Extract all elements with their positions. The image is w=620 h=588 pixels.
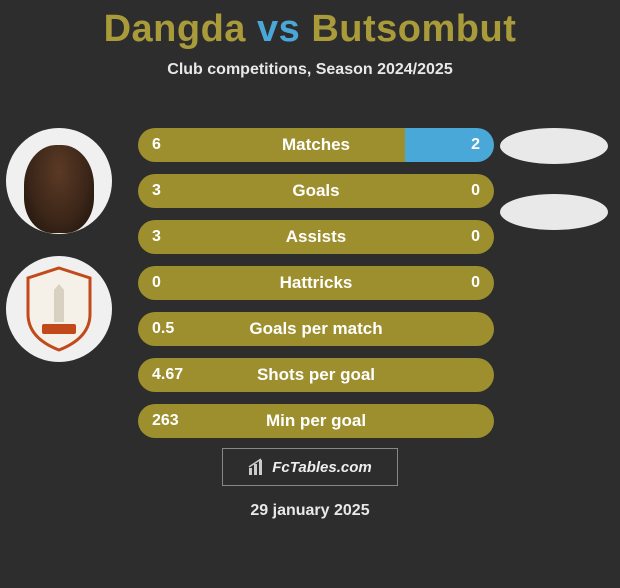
left-avatars [6, 128, 112, 362]
stat-bar-left-segment [138, 128, 405, 162]
stat-bar: Assists30 [138, 220, 494, 254]
opponent-club-placeholder [500, 194, 608, 230]
subtitle: Club competitions, Season 2024/2025 [0, 61, 620, 79]
stat-bar-left-value: 3 [152, 182, 161, 200]
brand-text: FcTables.com [272, 459, 371, 476]
title-player2: Butsombut [311, 8, 516, 50]
stat-bar-left-segment [138, 174, 494, 208]
stat-bar: Hattricks00 [138, 266, 494, 300]
title-player1: Dangda [104, 8, 246, 50]
stat-bar-left-segment [138, 312, 494, 346]
stat-bar-right-value: 0 [471, 274, 480, 292]
brand-badge: FcTables.com [222, 448, 398, 486]
stat-bar-left-segment [138, 358, 494, 392]
stat-bar: Goals per match0.5 [138, 312, 494, 346]
brand-chart-icon [248, 458, 266, 476]
stat-bar-left-segment [138, 266, 316, 300]
stat-bar-left-value: 6 [152, 136, 161, 154]
stat-bar: Min per goal263 [138, 404, 494, 438]
stat-bar: Goals30 [138, 174, 494, 208]
player-avatar [6, 128, 112, 234]
club-shield-icon [24, 266, 94, 352]
stat-bar-left-value: 3 [152, 228, 161, 246]
stat-bar-left-value: 0 [152, 274, 161, 292]
stat-bar: Shots per goal4.67 [138, 358, 494, 392]
opponent-avatar-placeholder [500, 128, 608, 164]
stat-bar-right-value: 0 [471, 182, 480, 200]
stat-bar-right-segment [405, 128, 494, 162]
stat-bar-left-segment [138, 404, 494, 438]
stat-bar: Matches62 [138, 128, 494, 162]
stat-bar-left-segment [138, 220, 494, 254]
comparison-bars: Matches62Goals30Assists30Hattricks00Goal… [138, 128, 494, 438]
stat-bar-left-value: 0.5 [152, 320, 174, 338]
player-head-icon [24, 145, 94, 233]
club-avatar [6, 256, 112, 362]
title-vs: vs [257, 8, 300, 50]
stat-bar-left-value: 4.67 [152, 366, 183, 384]
stat-bar-right-value: 0 [471, 228, 480, 246]
stat-bar-left-value: 263 [152, 412, 179, 430]
page-title: Dangda vs Butsombut [0, 8, 620, 51]
footer-date: 29 january 2025 [0, 502, 620, 520]
right-badges [500, 128, 608, 230]
stat-bar-right-value: 2 [471, 136, 480, 154]
stat-bar-right-segment [316, 266, 494, 300]
